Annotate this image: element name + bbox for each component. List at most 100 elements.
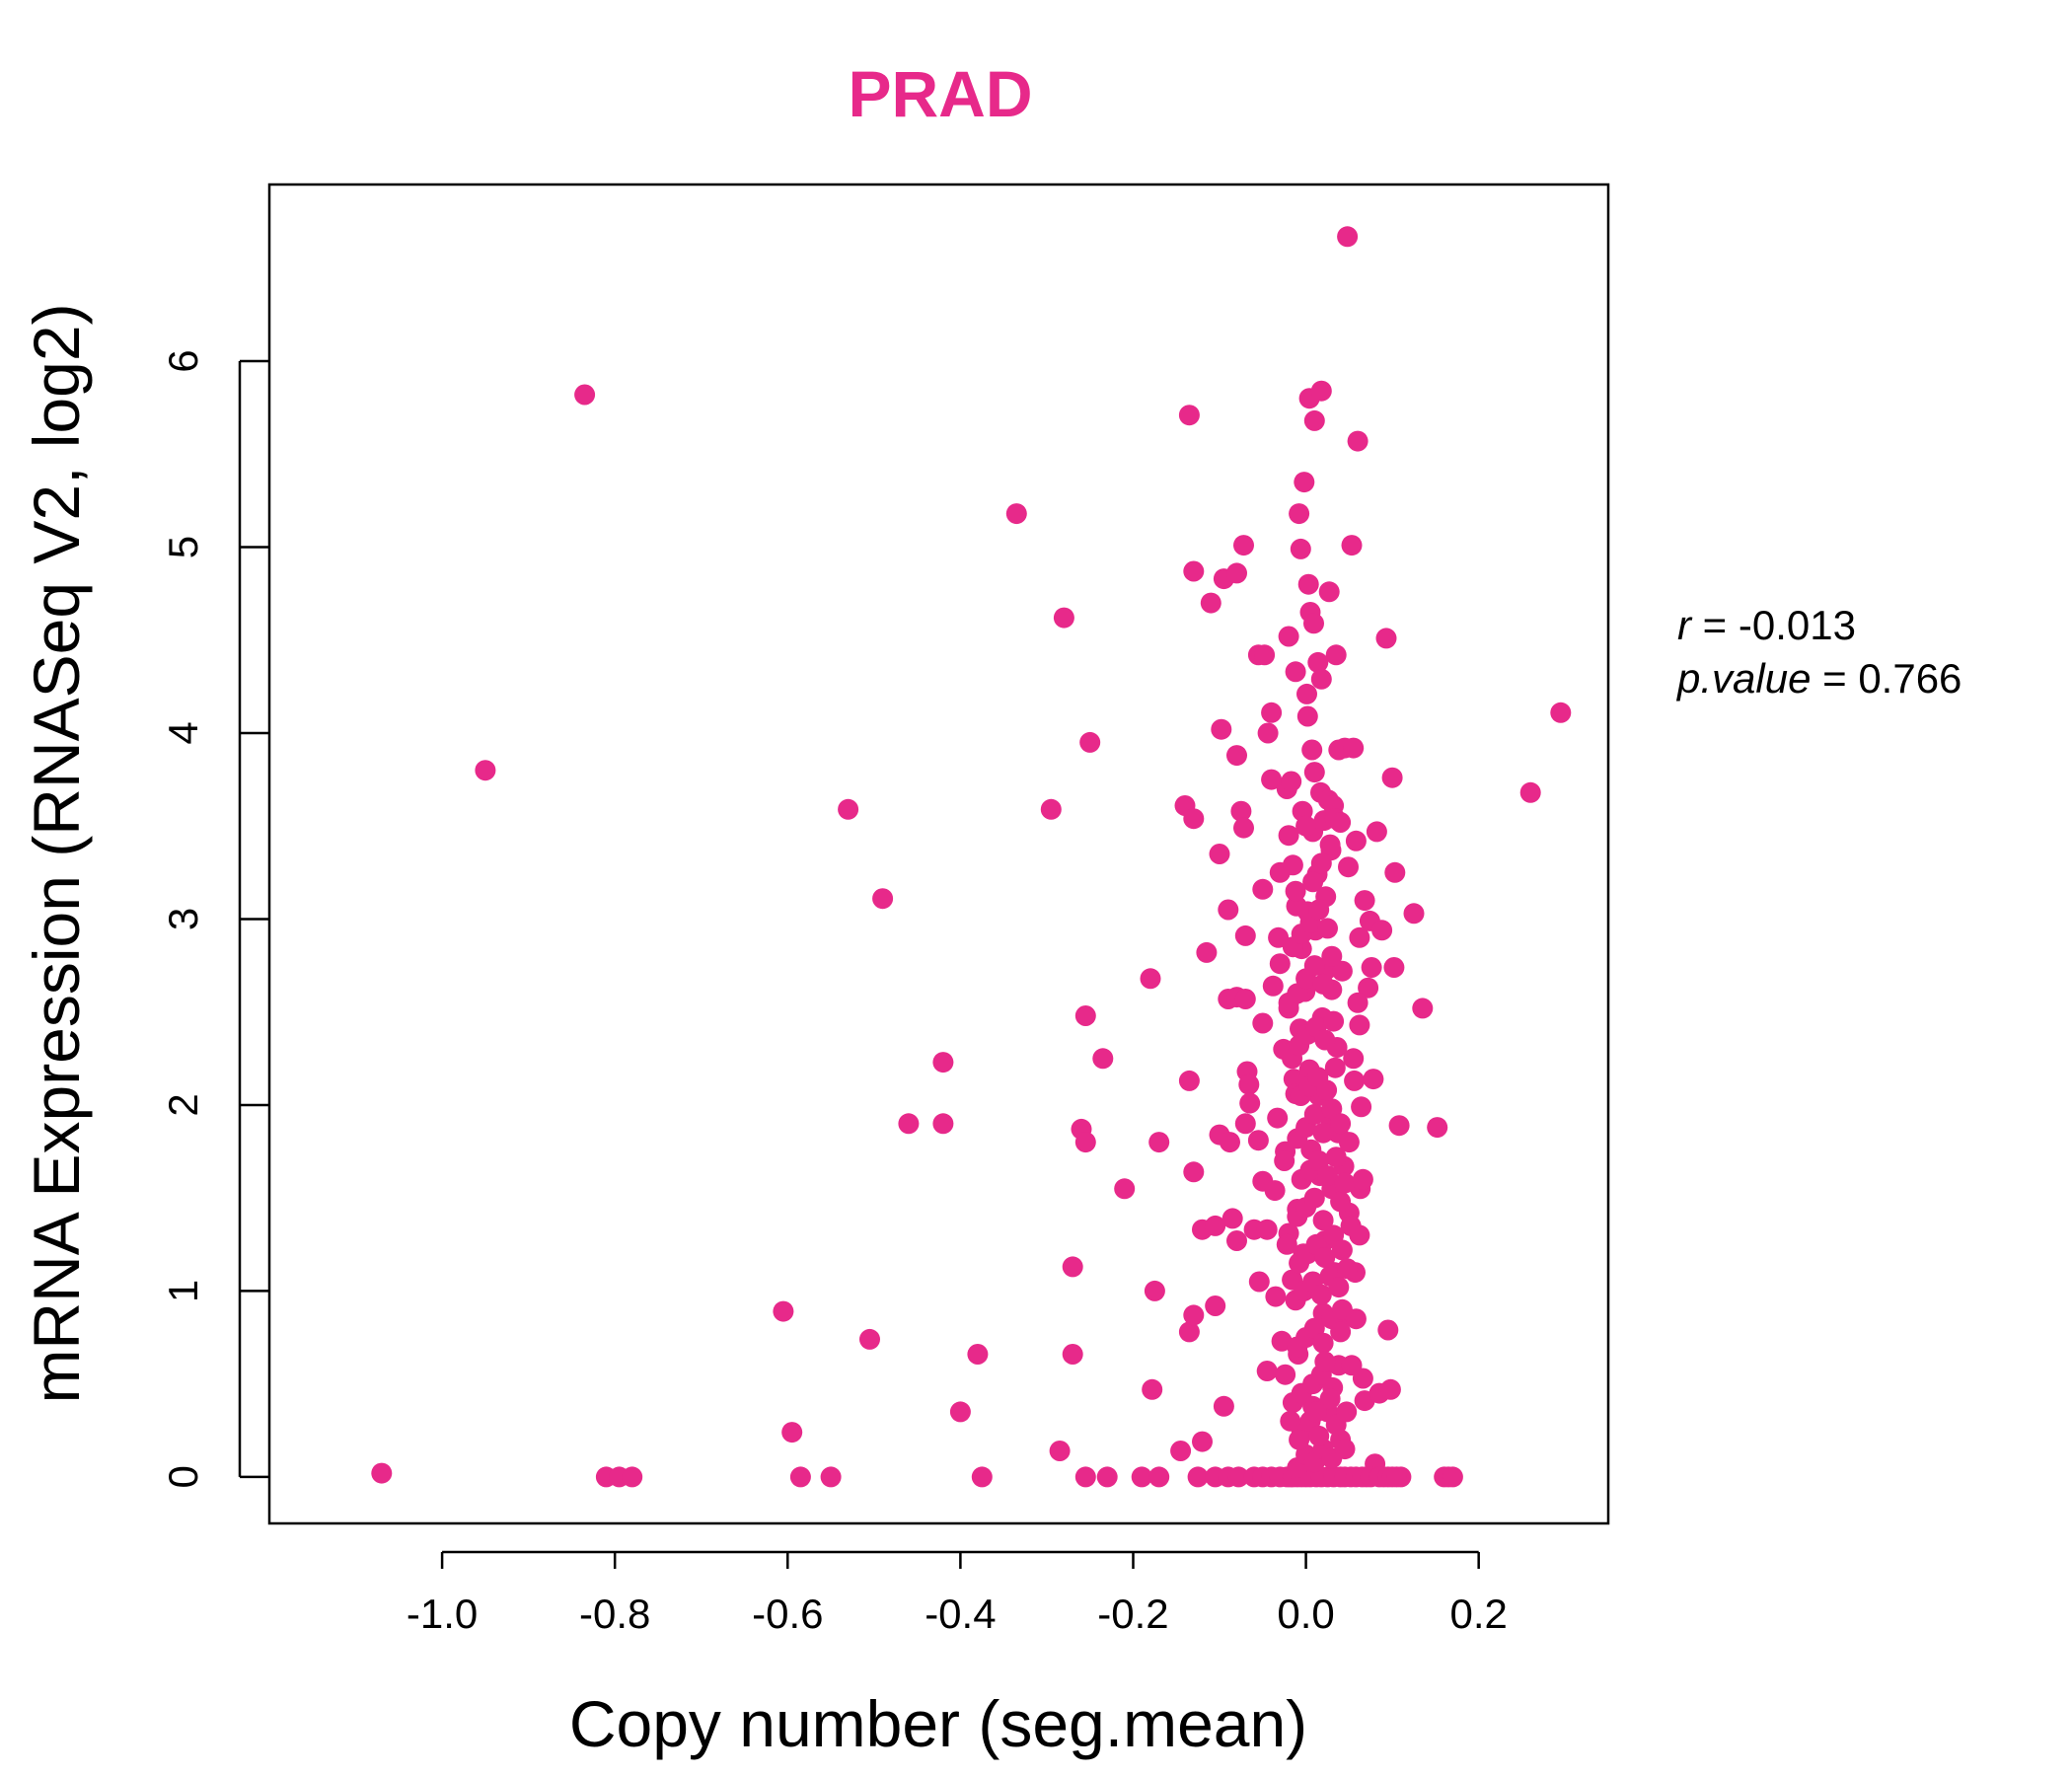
data-point bbox=[1074, 1005, 1096, 1026]
data-point bbox=[1312, 1210, 1334, 1231]
stat-r-equals: = bbox=[1703, 602, 1739, 648]
x-axis: -1.0 -0.8 -0.6 -0.4 -0.2 0.0 0.2 bbox=[407, 1550, 1508, 1637]
data-point bbox=[1403, 903, 1425, 925]
data-point bbox=[1334, 1439, 1356, 1460]
data-point bbox=[1205, 1295, 1226, 1316]
data-point bbox=[1278, 626, 1299, 647]
data-point bbox=[1040, 798, 1062, 820]
data-point bbox=[1234, 989, 1256, 1009]
x-tick-label: -0.4 bbox=[925, 1591, 996, 1637]
data-point bbox=[1226, 745, 1247, 767]
data-point bbox=[1308, 899, 1330, 921]
data-point bbox=[1337, 1258, 1359, 1280]
data-point bbox=[1325, 1147, 1347, 1168]
data-point bbox=[932, 1113, 954, 1135]
data-point bbox=[1256, 1219, 1278, 1240]
data-point bbox=[1331, 960, 1353, 982]
data-point bbox=[1358, 977, 1379, 999]
data-point bbox=[1308, 1425, 1330, 1446]
data-point bbox=[1349, 1224, 1370, 1246]
data-point bbox=[1325, 644, 1347, 666]
y-tick-label: 4 bbox=[160, 721, 206, 744]
data-point bbox=[1264, 1180, 1286, 1202]
data-point bbox=[1371, 920, 1393, 941]
data-point bbox=[1316, 1079, 1338, 1101]
x-tick-label: -1.0 bbox=[407, 1591, 478, 1637]
stat-r-label: r bbox=[1677, 602, 1693, 648]
data-point bbox=[1352, 1168, 1373, 1190]
data-point bbox=[1074, 1466, 1096, 1488]
data-point bbox=[1289, 503, 1310, 525]
data-point bbox=[1310, 380, 1332, 402]
data-point bbox=[1381, 767, 1403, 788]
data-point bbox=[1328, 1277, 1350, 1298]
data-point bbox=[1323, 1010, 1345, 1032]
data-point bbox=[1302, 871, 1324, 893]
data-point bbox=[1218, 899, 1239, 921]
data-point bbox=[1049, 1441, 1071, 1461]
data-point bbox=[1550, 702, 1572, 723]
data-point bbox=[1336, 1401, 1358, 1423]
data-point bbox=[1331, 1239, 1353, 1261]
data-point bbox=[1289, 1429, 1310, 1450]
data-point bbox=[1314, 1247, 1336, 1268]
stat-r-value: -0.013 bbox=[1739, 602, 1856, 648]
data-point bbox=[1294, 472, 1315, 493]
data-point bbox=[1343, 1048, 1365, 1070]
data-point bbox=[1345, 1308, 1367, 1330]
data-point bbox=[1343, 737, 1365, 759]
data-point bbox=[1248, 1271, 1270, 1293]
y-tick-label: 5 bbox=[160, 536, 206, 558]
data-point bbox=[789, 1466, 811, 1488]
data-point bbox=[1096, 1466, 1118, 1488]
data-point bbox=[1285, 880, 1306, 902]
data-point bbox=[1379, 1378, 1401, 1400]
data-point bbox=[967, 1344, 989, 1365]
data-point bbox=[1384, 861, 1406, 883]
data-point bbox=[1183, 1161, 1205, 1183]
data-point bbox=[1079, 731, 1101, 753]
data-point bbox=[838, 798, 859, 820]
data-point bbox=[1427, 1117, 1448, 1139]
data-point bbox=[1317, 918, 1338, 939]
data-point bbox=[1230, 800, 1252, 822]
data-point bbox=[1220, 1132, 1240, 1153]
data-point bbox=[1183, 808, 1205, 830]
data-point bbox=[1303, 762, 1325, 783]
data-point bbox=[1148, 1466, 1170, 1488]
data-point bbox=[1330, 812, 1352, 833]
data-point bbox=[1347, 430, 1369, 452]
data-point bbox=[1285, 661, 1306, 683]
data-point bbox=[1341, 1355, 1363, 1376]
data-point bbox=[1278, 825, 1299, 847]
data-point bbox=[1330, 1113, 1352, 1135]
data-point bbox=[1221, 1208, 1243, 1229]
data-point bbox=[1233, 817, 1254, 839]
data-point bbox=[1261, 769, 1283, 790]
data-point bbox=[1297, 573, 1319, 595]
data-point bbox=[1281, 771, 1302, 792]
correlation-stats: r = -0.013 p.value = 0.766 bbox=[1675, 602, 1961, 702]
data-point bbox=[1252, 878, 1274, 900]
data-point bbox=[574, 384, 596, 406]
data-point bbox=[1234, 925, 1256, 946]
data-point bbox=[1005, 503, 1027, 525]
data-point bbox=[1307, 651, 1329, 673]
data-point bbox=[1183, 560, 1205, 582]
data-point bbox=[1345, 830, 1367, 851]
y-tick-label: 2 bbox=[160, 1093, 206, 1116]
y-axis: 0 1 2 3 4 5 6 bbox=[160, 349, 269, 1489]
data-point bbox=[1092, 1048, 1114, 1070]
data-point bbox=[1375, 628, 1397, 649]
data-point bbox=[475, 760, 496, 781]
data-point bbox=[1321, 945, 1343, 967]
data-point bbox=[1261, 702, 1283, 723]
chart-title: PRAD bbox=[848, 57, 1032, 130]
data-point bbox=[1114, 1178, 1136, 1200]
data-point bbox=[1178, 1321, 1200, 1343]
x-tick-label: -0.6 bbox=[752, 1591, 823, 1637]
x-tick-label: 0.2 bbox=[1449, 1591, 1507, 1637]
data-point bbox=[1178, 405, 1200, 426]
data-point bbox=[1275, 1364, 1296, 1385]
data-point bbox=[371, 1462, 393, 1484]
